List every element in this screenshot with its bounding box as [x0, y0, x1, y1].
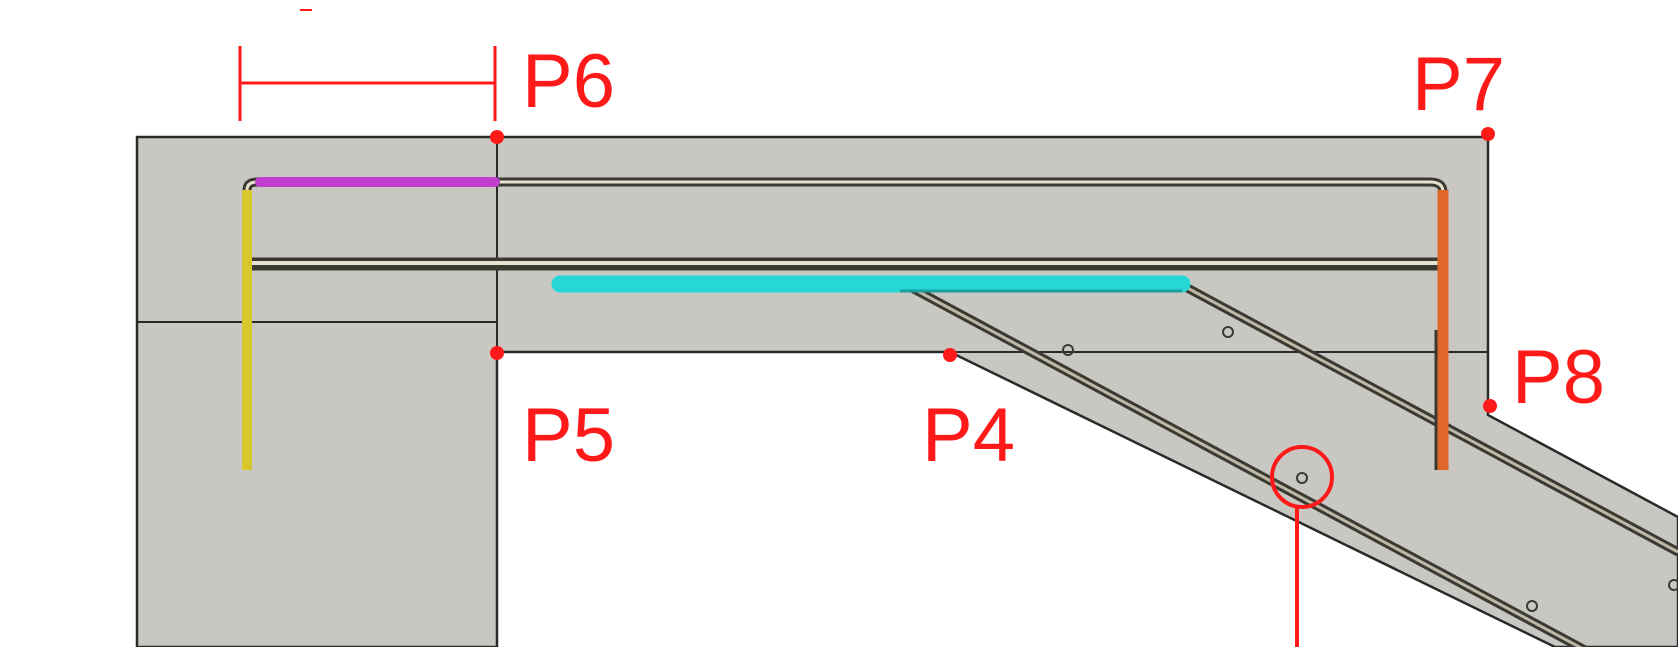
detail-callout-circle	[1270, 445, 1334, 509]
top-bar-core	[245, 180, 1445, 193]
rebars	[242, 177, 1678, 647]
point-marker-p6	[490, 130, 504, 144]
point-marker-p7	[1481, 127, 1495, 141]
bar-section-mark	[1222, 326, 1234, 338]
diagonal-bar-upper-core	[1179, 282, 1678, 554]
point-marker-p4	[943, 348, 957, 362]
bar-section-mark	[1296, 472, 1308, 484]
bar-section-mark	[1668, 579, 1678, 591]
point-labels: P6 P7 P5 P4 P8	[522, 39, 1605, 478]
point-marker-p8	[1483, 399, 1497, 413]
point-label-p4: P4	[922, 393, 1015, 478]
point-marker-p5	[490, 346, 504, 360]
bar-section-mark	[1062, 344, 1074, 356]
point-label-p5: P5	[522, 393, 615, 478]
point-label-p7: P7	[1412, 42, 1505, 127]
point-label-p8: P8	[1512, 335, 1605, 420]
point-label-p6: P6	[522, 39, 615, 124]
diagonal-bar-lower-core	[909, 285, 1583, 647]
annotations	[238, 9, 1497, 647]
bar-section-mark	[1526, 600, 1538, 612]
